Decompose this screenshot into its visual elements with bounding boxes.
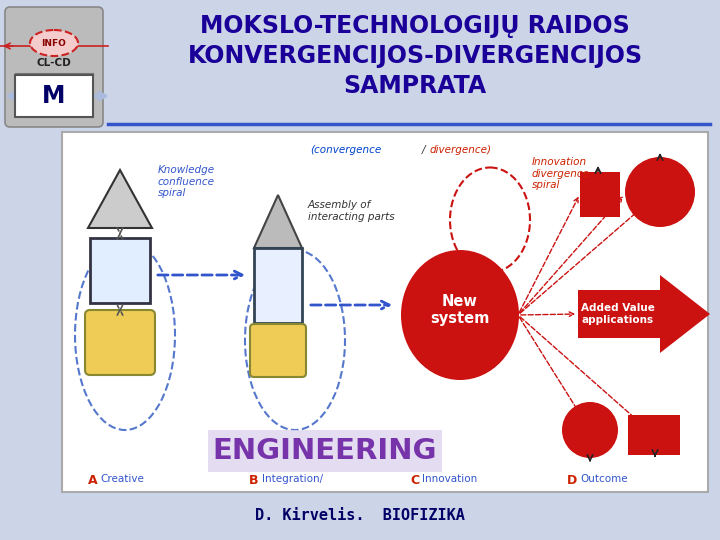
Text: B: B — [249, 474, 258, 487]
FancyBboxPatch shape — [250, 324, 306, 377]
Text: /: / — [422, 145, 426, 155]
FancyBboxPatch shape — [62, 132, 708, 492]
Polygon shape — [660, 275, 710, 353]
Text: D. Kirvelis.  BIOFIZIKA: D. Kirvelis. BIOFIZIKA — [255, 508, 465, 523]
FancyBboxPatch shape — [254, 248, 302, 323]
Ellipse shape — [30, 30, 78, 56]
Text: A: A — [88, 474, 98, 487]
Text: M: M — [42, 84, 66, 108]
FancyBboxPatch shape — [90, 238, 150, 303]
FancyBboxPatch shape — [5, 7, 103, 127]
Text: Innovation: Innovation — [422, 474, 477, 484]
Text: KONVERGENCIJOS-DIVERGENCIJOS: KONVERGENCIJOS-DIVERGENCIJOS — [187, 44, 642, 68]
Text: (convergence: (convergence — [310, 145, 382, 155]
Text: divergence): divergence) — [430, 145, 492, 155]
FancyBboxPatch shape — [15, 75, 93, 117]
Text: CL-CD: CL-CD — [37, 58, 71, 68]
Text: ENGINEERING: ENGINEERING — [212, 437, 437, 465]
Text: Assembly of
interacting parts: Assembly of interacting parts — [308, 200, 395, 221]
Circle shape — [625, 157, 695, 227]
Text: D: D — [567, 474, 577, 487]
Text: Integration/: Integration/ — [262, 474, 323, 484]
Text: INFO: INFO — [42, 38, 66, 48]
Text: C: C — [410, 474, 420, 487]
Text: Knowledge
confluence
spiral: Knowledge confluence spiral — [158, 165, 215, 198]
Text: Innovation
divergence
spiral: Innovation divergence spiral — [532, 157, 590, 190]
FancyBboxPatch shape — [85, 310, 155, 375]
Circle shape — [562, 402, 618, 458]
Text: Added Value
applications: Added Value applications — [581, 303, 655, 325]
Text: New
system: New system — [431, 294, 490, 326]
Text: MOKSLO-TECHNOLOGIJŲ RAIDOS: MOKSLO-TECHNOLOGIJŲ RAIDOS — [200, 14, 630, 38]
FancyBboxPatch shape — [580, 172, 620, 217]
FancyBboxPatch shape — [208, 430, 442, 472]
Text: SAMPRATA: SAMPRATA — [343, 74, 487, 98]
Polygon shape — [254, 195, 302, 248]
Text: Creative: Creative — [100, 474, 144, 484]
FancyBboxPatch shape — [628, 415, 680, 455]
Polygon shape — [88, 170, 152, 228]
Text: Outcome: Outcome — [580, 474, 628, 484]
FancyBboxPatch shape — [578, 290, 660, 338]
Ellipse shape — [401, 250, 519, 380]
